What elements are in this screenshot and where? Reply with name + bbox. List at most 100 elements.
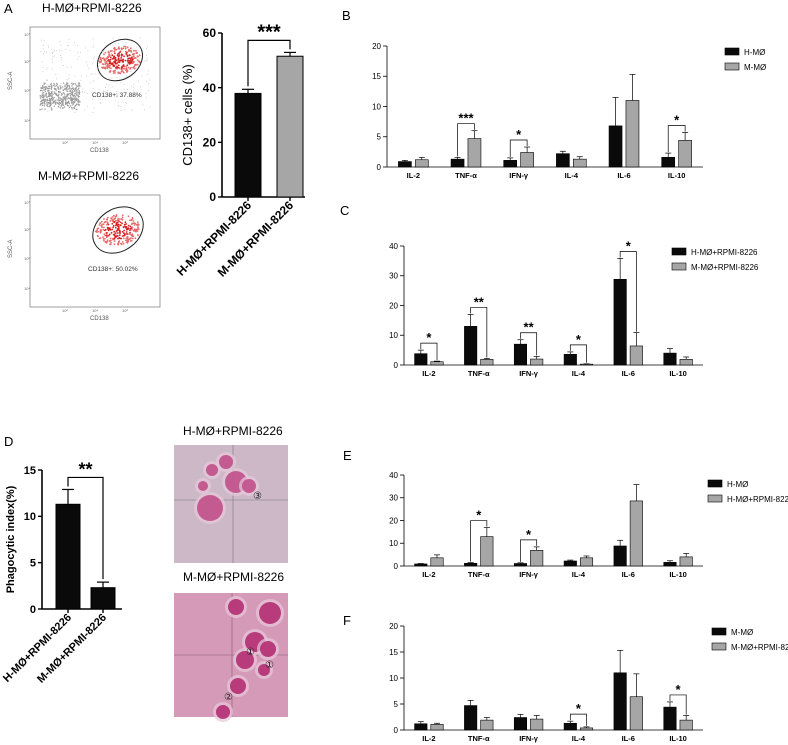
flow-event-dot xyxy=(119,218,121,221)
flow-event-dot xyxy=(117,242,119,245)
flow-event-dot xyxy=(125,66,128,68)
flow-event-dot xyxy=(50,109,53,111)
flow-event-dot xyxy=(56,83,58,86)
flow-event-dot xyxy=(41,94,43,97)
flow-event-dot xyxy=(125,231,128,233)
flow-event-dot xyxy=(126,59,129,62)
flow-event-dot xyxy=(146,97,148,99)
x-tick-label: IL-4 xyxy=(572,570,586,579)
flow-event-dot xyxy=(80,79,82,81)
y-tick-label: 5 xyxy=(30,558,36,570)
flow-event-dot xyxy=(103,237,106,240)
x-tick-label: IL-2 xyxy=(407,171,420,180)
flow-event-dot xyxy=(80,75,82,77)
flow-event-dot xyxy=(79,52,81,54)
x-tick-label: IL-6 xyxy=(622,570,635,579)
flow-event-dot xyxy=(103,218,105,220)
flow-event-dot xyxy=(113,230,116,233)
bar xyxy=(513,717,528,731)
flow-event-dot xyxy=(106,216,109,219)
flow-event-dot xyxy=(40,97,42,99)
flow-event-dot xyxy=(75,97,77,99)
flow-event-dot xyxy=(41,39,42,41)
flow-event-dot xyxy=(109,69,112,72)
flow-event-dot xyxy=(94,73,96,75)
flow-event-dot xyxy=(127,89,128,90)
flow-event-dot xyxy=(137,54,139,56)
flow-event-dot xyxy=(46,104,48,107)
micrograph-title: H-MØ+RPMI-8226 xyxy=(183,424,283,438)
flow-plot-m: M-MØ+RPMI-8226 CD138+: 50.02% SSC-A 10⁷ … xyxy=(8,43,161,322)
flow-event-dot xyxy=(111,77,113,79)
flow-event-dot xyxy=(146,57,148,59)
flow-event-dot xyxy=(131,233,133,236)
flow-event-dot xyxy=(140,86,142,88)
flow-event-dot xyxy=(41,102,43,105)
flow-event-dot xyxy=(97,67,99,69)
flow-event-dot xyxy=(78,91,80,94)
bar xyxy=(90,587,116,610)
flow-event-dot xyxy=(117,64,120,67)
flow-event-dot xyxy=(41,101,44,104)
flow-event-dot xyxy=(121,65,123,67)
cell-nucleus xyxy=(242,479,256,493)
flow-event-dot xyxy=(53,96,55,99)
legend-swatch xyxy=(707,479,723,488)
flow-event-dot xyxy=(113,60,115,63)
flow-event-dot xyxy=(105,57,108,60)
flow-event-dot xyxy=(68,77,69,79)
flow-event-dot xyxy=(87,67,89,69)
x-tick-label: IFN-γ xyxy=(519,570,539,579)
flow-gate xyxy=(92,206,144,254)
flow-event-dot xyxy=(118,43,120,45)
flow-event-dot xyxy=(50,83,52,85)
flow-event-dot xyxy=(91,73,93,75)
flow-event-dot xyxy=(86,75,88,77)
flow-event-dot xyxy=(121,69,123,71)
flow-event-dot xyxy=(125,41,127,43)
micrograph-title: M-MØ+RPMI-8226 xyxy=(183,570,284,584)
flow-event-dot xyxy=(109,220,112,222)
flow-ytick: 10⁷ xyxy=(24,200,30,205)
flow-event-dot xyxy=(73,107,75,109)
flow-event-dot xyxy=(103,226,105,229)
panel-letter-a: A xyxy=(4,1,13,16)
flow-event-dot xyxy=(104,91,106,93)
flow-event-dot xyxy=(124,101,126,103)
x-tick-label: H-MØ+RPMI-8226 xyxy=(174,198,255,279)
flow-event-dot xyxy=(55,50,57,51)
flow-event-dot xyxy=(99,53,101,55)
flow-event-dot xyxy=(136,225,139,227)
flow-event-dot xyxy=(44,100,46,102)
flow-event-dot xyxy=(74,92,77,94)
flow-event-dot xyxy=(127,66,130,69)
bar xyxy=(513,563,528,567)
flow-event-dot xyxy=(118,234,121,237)
flow-event-dot xyxy=(125,233,128,235)
flow-event-dot xyxy=(51,58,53,60)
flow-event-dot xyxy=(46,87,49,90)
flow-event-dot xyxy=(45,94,47,96)
sig-label: * xyxy=(526,527,532,542)
flow-event-dot xyxy=(101,226,103,229)
flow-ytick: 10⁴ xyxy=(24,286,30,291)
flow-xlabel: CD138 xyxy=(90,316,109,322)
flow-xtick: 10⁴ xyxy=(92,140,98,145)
sig-bracket xyxy=(569,713,587,726)
flow-event-dot xyxy=(132,235,135,238)
flow-event-dot xyxy=(129,229,131,232)
cell-nucleus xyxy=(197,495,223,521)
flow-event-dot xyxy=(70,100,72,102)
flow-event-dot xyxy=(47,67,49,69)
bar xyxy=(398,161,412,168)
flow-event-dot xyxy=(46,68,48,70)
cell-nucleus xyxy=(206,464,218,476)
cell-nucleus xyxy=(198,481,208,491)
flow-event-dot xyxy=(107,63,109,66)
flow-event-dot xyxy=(51,98,54,101)
flow-event-dot xyxy=(109,56,112,59)
flow-event-dot xyxy=(132,220,135,222)
flow-event-dot xyxy=(110,231,113,234)
flow-events xyxy=(39,37,150,107)
micrograph-mark: ① xyxy=(246,647,255,658)
